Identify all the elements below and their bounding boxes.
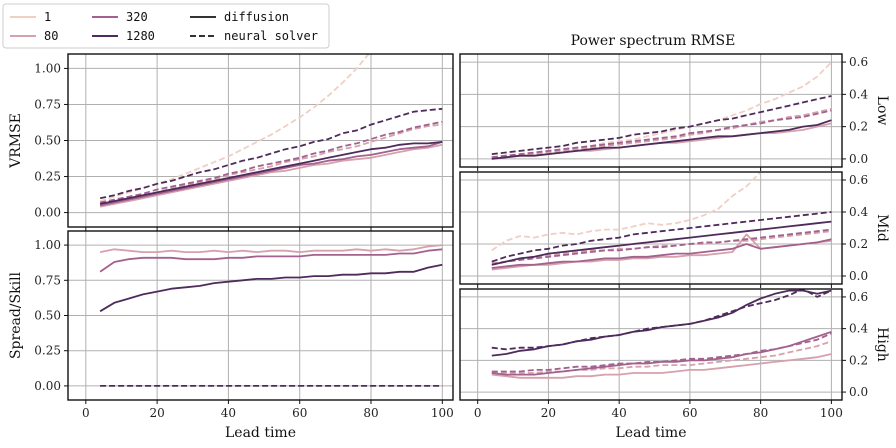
x-tick-label: 100 bbox=[431, 406, 454, 420]
series-80-diffusion bbox=[99, 244, 443, 254]
y-tick-label: 0.75 bbox=[34, 273, 61, 287]
legend-label-diffusion: diffusion bbox=[224, 10, 289, 24]
series-1280-neural-solver bbox=[491, 95, 832, 155]
y-tick-label: 0.4 bbox=[849, 322, 868, 336]
series-320-diffusion bbox=[99, 141, 443, 207]
y-tick-label: 0.6 bbox=[849, 290, 868, 304]
right-column-title: Power spectrum RMSE bbox=[571, 33, 736, 49]
series-80-diffusion bbox=[491, 122, 832, 160]
series-1280-diffusion bbox=[99, 141, 443, 205]
y-axis-label: VRMSE bbox=[8, 113, 24, 169]
x-axis-label: Lead time bbox=[615, 425, 686, 441]
y-axis-label: Low bbox=[874, 96, 890, 126]
y-tick-label: 0.2 bbox=[849, 237, 868, 251]
series-80-diffusion bbox=[99, 143, 443, 208]
y-tick-label: 0.6 bbox=[849, 173, 868, 187]
series-320-neural-solver bbox=[491, 332, 832, 373]
x-axis-label: Lead time bbox=[225, 425, 296, 441]
x-tick-label: 40 bbox=[612, 406, 627, 420]
x-tick-label: 20 bbox=[541, 406, 556, 420]
series-320-diffusion bbox=[491, 238, 832, 269]
series-320-neural-solver bbox=[99, 120, 443, 204]
series-1-neural-solver bbox=[491, 172, 762, 252]
legend-frame bbox=[2, 3, 330, 49]
series-320-neural-solver bbox=[491, 228, 832, 266]
y-tick-label: 0.2 bbox=[849, 120, 868, 134]
axes-frame bbox=[459, 171, 843, 285]
y-tick-label: 0.25 bbox=[34, 170, 61, 184]
y-tick-label: 1.00 bbox=[34, 238, 61, 252]
panel-low: 0.0 0.2 0.4 0.6 Low bbox=[459, 53, 890, 171]
legend-label-1280: 1280 bbox=[126, 29, 155, 43]
series-1280-neural-solver bbox=[99, 107, 443, 200]
y-tick-label: 0.0 bbox=[849, 269, 868, 283]
x-tick-label: 60 bbox=[292, 406, 307, 420]
series-80-neural-solver bbox=[491, 340, 832, 374]
series-80-diffusion bbox=[491, 353, 832, 379]
legend-label-320: 320 bbox=[126, 10, 148, 24]
x-tick-label: 80 bbox=[363, 406, 378, 420]
series-320-diffusion bbox=[491, 330, 832, 376]
legend-label-80: 80 bbox=[44, 29, 58, 43]
x-tick-label: 100 bbox=[820, 406, 843, 420]
legend-label-1: 1 bbox=[44, 10, 51, 24]
y-tick-label: 0.2 bbox=[849, 353, 868, 367]
panel-high: 0.0 0.2 0.4 0.6 0 20 40 60 80 100 Lead time High bbox=[459, 288, 890, 441]
x-tick-label: 60 bbox=[682, 406, 697, 420]
series-1280-diffusion bbox=[99, 263, 443, 313]
y-axis-label: High bbox=[874, 327, 890, 362]
y-tick-label: 0.50 bbox=[34, 134, 61, 148]
x-tick-label: 0 bbox=[82, 406, 90, 420]
series-1280-neural-solver bbox=[491, 289, 832, 351]
x-tick-label: 20 bbox=[149, 406, 164, 420]
series-1280-diffusion bbox=[491, 119, 832, 160]
y-tick-label: 0.75 bbox=[34, 97, 61, 111]
y-tick-label: 0.0 bbox=[849, 152, 868, 166]
panel-spread-skill: 0.00 0.25 0.50 0.75 1.00 0 20 40 60 80 100 Lead tim… bbox=[8, 230, 454, 441]
y-axis-label: Mid bbox=[874, 214, 890, 242]
series-320-diffusion bbox=[99, 248, 443, 273]
y-tick-label: 0.6 bbox=[849, 55, 868, 69]
y-axis-label: Spread/Skill bbox=[8, 271, 24, 359]
series-1280-neural-solver bbox=[491, 211, 832, 263]
y-tick-label: 0.50 bbox=[34, 309, 61, 323]
x-tick-label: 40 bbox=[221, 406, 236, 420]
legend-label-neural-solver: neural solver bbox=[224, 29, 318, 43]
y-tick-label: 0.0 bbox=[849, 385, 868, 399]
axes-frame bbox=[459, 288, 843, 401]
series-1280-diffusion bbox=[491, 220, 832, 266]
series-1280-diffusion bbox=[491, 289, 832, 357]
series-80-neural-solver bbox=[491, 230, 832, 265]
panel-mid: 0.0 0.2 0.4 0.6 Mid bbox=[459, 171, 890, 288]
y-tick-label: 0.00 bbox=[34, 379, 61, 393]
x-tick-label: 80 bbox=[753, 406, 768, 420]
y-tick-label: 0.00 bbox=[34, 206, 61, 220]
y-tick-label: 1.00 bbox=[34, 61, 61, 75]
series-320-neural-solver bbox=[491, 109, 832, 159]
y-tick-label: 0.4 bbox=[849, 87, 868, 101]
y-tick-label: 0.4 bbox=[849, 205, 868, 219]
y-tick-label: 0.25 bbox=[34, 344, 61, 358]
legend: 1 80 320 1280 diffusion neural solver bbox=[2, 3, 330, 49]
series-80-neural-solver bbox=[491, 108, 832, 159]
axes-frame bbox=[459, 53, 843, 168]
x-tick-label: 0 bbox=[474, 406, 482, 420]
panel-vrmse: 0.00 0.25 0.50 0.75 1.00 VRMSE bbox=[8, 53, 454, 231]
